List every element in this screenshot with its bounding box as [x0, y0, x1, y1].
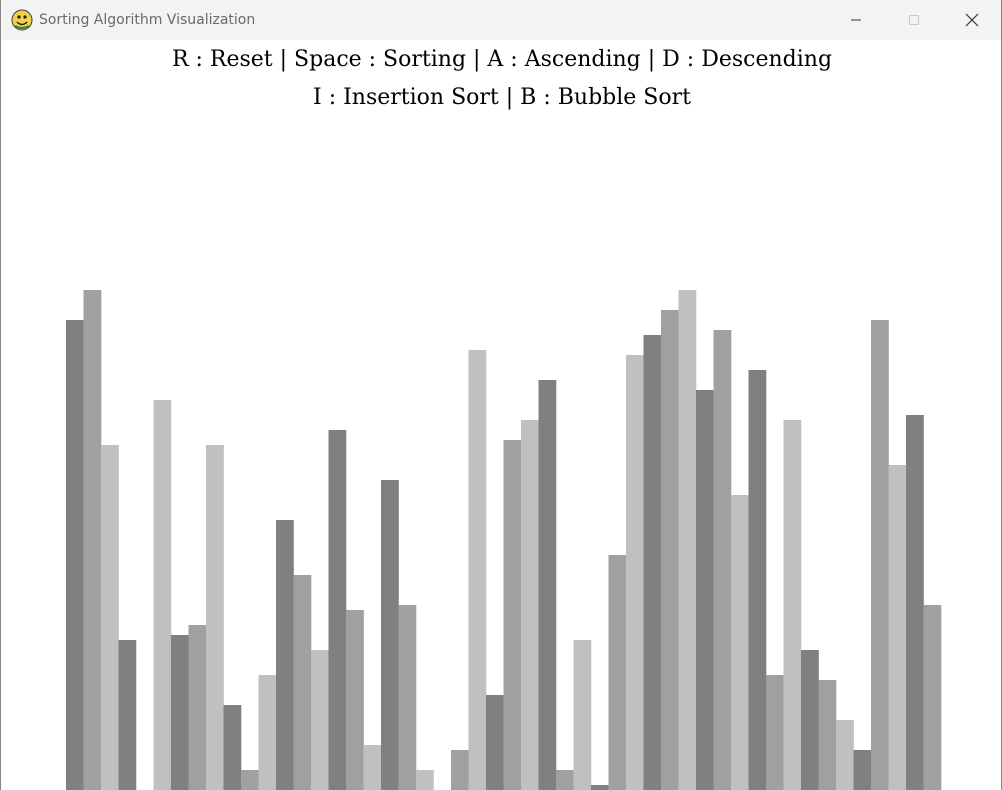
bar — [906, 415, 924, 790]
close-icon — [965, 13, 979, 27]
bar — [328, 430, 347, 790]
visualization-canvas: R : Reset | Space : Sorting | A : Ascend… — [1, 40, 1001, 790]
bar — [188, 625, 207, 790]
bar — [398, 605, 417, 790]
bar — [293, 575, 312, 790]
minimize-button[interactable] — [827, 0, 885, 40]
bar — [801, 650, 819, 790]
bar — [363, 745, 382, 790]
bar — [608, 555, 627, 790]
bar — [223, 705, 242, 790]
bar — [783, 420, 802, 790]
bar — [206, 445, 224, 790]
bar — [818, 680, 837, 790]
controls-help-line-1: R : Reset | Space : Sorting | A : Ascend… — [171, 47, 833, 72]
bar — [836, 720, 854, 790]
bar — [83, 290, 102, 790]
bar — [871, 320, 889, 790]
bar — [731, 495, 749, 790]
controls-help-line-2: I : Insertion Sort | B : Bubble Sort — [313, 85, 691, 110]
bar — [696, 390, 714, 790]
bar — [258, 675, 277, 790]
bar — [381, 480, 399, 790]
maximize-button[interactable] — [885, 0, 943, 40]
bar — [311, 650, 329, 790]
bar — [118, 640, 137, 790]
bar — [888, 465, 907, 790]
bar — [346, 610, 364, 790]
bar — [643, 335, 662, 790]
python-snake-icon — [11, 9, 33, 31]
minimize-icon — [851, 19, 861, 21]
bar — [556, 770, 574, 790]
bar — [241, 770, 259, 790]
close-button[interactable] — [943, 0, 1001, 40]
bar — [153, 400, 172, 790]
title-bar[interactable]: Sorting Algorithm Visualization — [1, 0, 1001, 40]
bar — [503, 440, 522, 790]
bar — [521, 420, 539, 790]
bar — [101, 445, 119, 790]
bar — [853, 750, 872, 790]
window-title: Sorting Algorithm Visualization — [39, 12, 256, 28]
bar — [748, 370, 767, 790]
bar — [661, 310, 679, 790]
bar — [486, 695, 504, 790]
bar — [713, 330, 732, 790]
bar — [66, 320, 84, 790]
bar — [276, 520, 294, 790]
bar — [171, 635, 189, 790]
bar — [923, 605, 942, 790]
bar — [626, 355, 644, 790]
maximize-icon — [909, 15, 919, 25]
bar — [538, 380, 557, 790]
bar-chart — [66, 290, 942, 790]
bar — [573, 640, 592, 790]
bar — [451, 750, 469, 790]
bar — [678, 290, 697, 790]
bar — [416, 770, 434, 790]
bar — [766, 675, 784, 790]
bar — [468, 350, 487, 790]
bar — [591, 785, 609, 790]
